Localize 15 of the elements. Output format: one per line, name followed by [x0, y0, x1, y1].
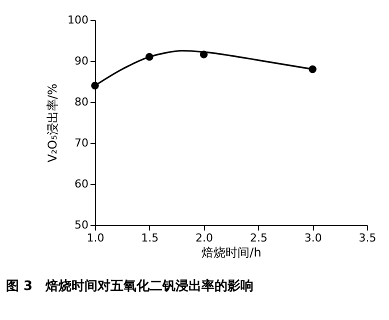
x-tick-label: 1.0: [86, 232, 104, 244]
y-tick-label: 90: [74, 54, 88, 68]
y-axis-title: V₂O₅浸出率/%: [46, 84, 60, 162]
x-tick-label: 2.5: [250, 232, 268, 244]
y-tick-label: 70: [74, 136, 88, 150]
y-tick-label: 50: [74, 218, 88, 232]
text: 图 3 焙烧时间对五氧化二钒浸出率的影响: [6, 278, 254, 294]
y-tick-label: 60: [74, 178, 88, 190]
x-axis-title: 焙烧时间/h: [202, 246, 262, 260]
x-tick-label: 3.0: [304, 232, 322, 244]
y-tick-label: 100: [68, 14, 88, 26]
x-tick-label: 1.5: [141, 232, 159, 244]
x-tick-label: 3.5: [358, 232, 376, 244]
y-tick-label: 80: [74, 96, 88, 108]
x-tick-label: 2.0: [196, 232, 214, 244]
